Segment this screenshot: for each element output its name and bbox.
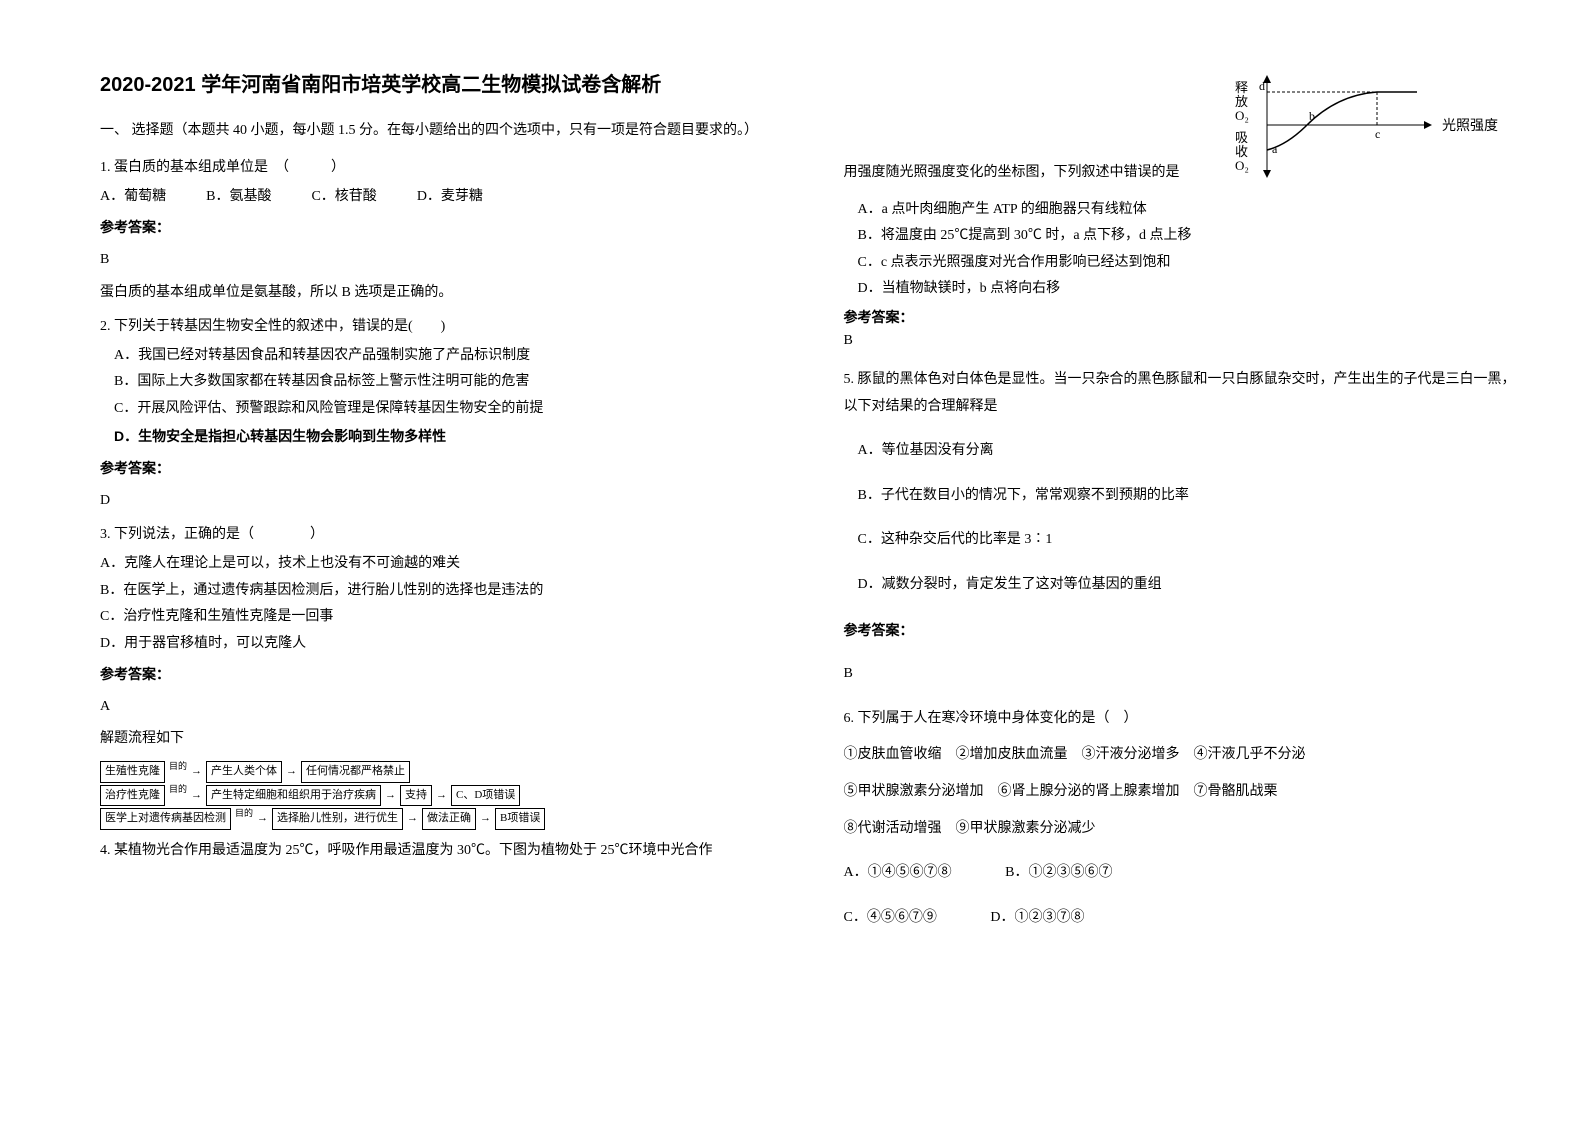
- q3-opt-b: B．在医学上，通过遗传病基因检测后，进行胎儿性别的选择也是违法的: [100, 578, 784, 605]
- q6-line1: ①皮肤血管收缩 ②增加皮肤血流量 ③汗液分泌增多 ④汗液几乎不分泌: [844, 742, 1528, 769]
- q5-opt-c: C．这种杂交后代的比率是 3∶1: [858, 527, 1528, 554]
- q3-opt-a: A．克隆人在理论上是可以，技术上也没有不可逾越的难关: [100, 551, 784, 578]
- fbox-3a: 医学上对遗传病基因检测: [100, 808, 231, 830]
- q2-ref-label: 参考答案：: [100, 455, 784, 482]
- flowchart-row-1: 生殖性克隆 目的 → 产生人类个体 → 任何情况都严格禁止: [100, 761, 784, 783]
- fbox-1b: 目的: [169, 759, 187, 773]
- q6-options-row2: C．④⑤⑥⑦⑨ D．①②③⑦⑧: [844, 905, 1528, 932]
- q4-opt-c: C．c 点表示光照强度对光合作用影响已经达到饱和: [858, 250, 1528, 277]
- q3-explain: 解题流程如下: [100, 726, 784, 753]
- section-heading: 一、 选择题（本题共 40 小题，每小题 1.5 分。在每小题给出的四个选项中，…: [100, 118, 784, 143]
- q4-opt-d: D．当植物缺镁时，b 点将向右移: [858, 276, 1528, 303]
- flowchart-row-3: 医学上对遗传病基因检测 目的 → 选择胎儿性别，进行优生 → 做法正确 → B项…: [100, 808, 784, 830]
- q5-answer: B: [844, 661, 1528, 688]
- q1-explain: 蛋白质的基本组成单位是氨基酸，所以 B 选项是正确的。: [100, 280, 784, 307]
- fbox-1a: 生殖性克隆: [100, 761, 165, 783]
- q6-opt-a: A．①④⑤⑥⑦⑧: [844, 860, 952, 887]
- arrow-icon: →: [385, 787, 396, 805]
- arrow-icon: →: [480, 810, 491, 828]
- arrow-icon: →: [407, 810, 418, 828]
- q2-opt-d: D．生物安全是指担心转基因生物会影响到生物多样性: [114, 428, 446, 444]
- q5-opt-a: A．等位基因没有分离: [858, 438, 1528, 465]
- question-1: 1. 蛋白质的基本组成单位是 （ ） A．葡萄糖 B．氨基酸 C．核苷酸 D．麦…: [100, 155, 784, 306]
- fbox-2d: 支持: [400, 785, 432, 807]
- q4-stem: 4. 某植物光合作用最适温度为 25℃，呼吸作用最适温度为 30℃。下图为植物处…: [100, 838, 784, 865]
- chart-ylabel-4: 吸: [1235, 130, 1248, 145]
- arrow-icon: →: [436, 787, 447, 805]
- q5-options: A．等位基因没有分离 B．子代在数目小的情况下，常常观察不到预期的比率 C．这种…: [844, 438, 1528, 598]
- q1-options: A．葡萄糖 B．氨基酸 C．核苷酸 D．麦芽糖: [100, 184, 784, 211]
- chart-point-a: a: [1272, 142, 1278, 156]
- question-5: 5. 豚鼠的黑体色对白体色是显性。当一只杂合的黑色豚鼠和一只白豚鼠杂交时，产生出…: [844, 367, 1528, 688]
- q2-stem: 2. 下列关于转基因生物安全性的叙述中，错误的是( ): [100, 314, 784, 341]
- q4-opt-b: B．将温度由 25℃提高到 30℃ 时，a 点下移，d 点上移: [858, 223, 1528, 250]
- chart-xlabel: 光照强度: [1442, 118, 1498, 134]
- fbox-3c: 选择胎儿性别，进行优生: [272, 808, 403, 830]
- light-intensity-chart: a b c d 释 放 O₂ 吸 收 O₂ 光照强度: [1227, 70, 1527, 180]
- q6-opt-b: B．①②③⑤⑥⑦: [1005, 860, 1112, 887]
- chart-ylabel-5: 收: [1235, 144, 1248, 159]
- q4-ref-label: 参考答案：: [844, 307, 1528, 327]
- fbox-2c: 产生特定细胞和组织用于治疗疾病: [206, 785, 381, 807]
- q3-answer: A: [100, 694, 784, 721]
- chart-point-c: c: [1375, 127, 1380, 141]
- q6-stem: 6. 下列属于人在寒冷环境中身体变化的是（ ）: [844, 706, 1528, 733]
- q1-opt-c: C．核苷酸: [311, 184, 376, 211]
- arrow-icon: →: [257, 810, 268, 828]
- arrow-icon: →: [286, 763, 297, 781]
- question-4-part1: 4. 某植物光合作用最适温度为 25℃，呼吸作用最适温度为 30℃。下图为植物处…: [100, 838, 784, 865]
- flowchart-row-2: 治疗性克隆 目的 → 产生特定细胞和组织用于治疗疾病 → 支持 → C、D项错误: [100, 785, 784, 807]
- fbox-1d: 任何情况都严格禁止: [301, 761, 410, 783]
- q6-options-row1: A．①④⑤⑥⑦⑧ B．①②③⑤⑥⑦: [844, 860, 1528, 887]
- q3-opt-d: D．用于器官移植时，可以克隆人: [100, 631, 784, 658]
- chart-point-d: d: [1259, 79, 1265, 93]
- q2-opt-c: C．开展风险评估、预警跟踪和风险管理是保障转基因生物安全的前提: [114, 396, 784, 423]
- q6-line2: ⑤甲状腺激素分泌增加 ⑥肾上腺分泌的肾上腺素增加 ⑦骨骼肌战栗: [844, 779, 1528, 806]
- fbox-side: C、D项错误: [451, 785, 520, 807]
- fbox-3b: 目的: [235, 806, 253, 820]
- fbox-2a: 治疗性克隆: [100, 785, 165, 807]
- question-3: 3. 下列说法，正确的是（ ） A．克隆人在理论上是可以，技术上也没有不可逾越的…: [100, 522, 784, 753]
- q4-answer: B: [844, 333, 1528, 349]
- q1-opt-d: D．麦芽糖: [417, 184, 483, 211]
- q6-opt-c: C．④⑤⑥⑦⑨: [844, 905, 937, 932]
- fbox-3e: B项错误: [495, 808, 545, 830]
- arrow-icon: →: [191, 763, 202, 781]
- q4-options: A．a 点叶肉细胞产生 ATP 的细胞器只有线粒体 B．将温度由 25℃提高到 …: [844, 197, 1528, 303]
- chart-ylabel-1: 释: [1235, 80, 1248, 95]
- question-6: 6. 下列属于人在寒冷环境中身体变化的是（ ） ①皮肤血管收缩 ②增加皮肤血流量…: [844, 706, 1528, 932]
- q1-opt-a: A．葡萄糖: [100, 184, 166, 211]
- q5-ref-label: 参考答案：: [844, 617, 1528, 644]
- q2-options: A．我国已经对转基因食品和转基因农产品强制实施了产品标识制度 B．国际上大多数国…: [100, 343, 784, 451]
- q4-opt-a: A．a 点叶肉细胞产生 ATP 的细胞器只有线粒体: [858, 197, 1528, 224]
- fbox-3d: 做法正确: [422, 808, 476, 830]
- q3-stem: 3. 下列说法，正确的是（ ）: [100, 522, 784, 549]
- q2-opt-a: A．我国已经对转基因食品和转基因农产品强制实施了产品标识制度: [114, 343, 784, 370]
- chart-ylabel-6: O₂: [1235, 158, 1249, 173]
- q1-ref-label: 参考答案：: [100, 214, 784, 241]
- q3-ref-label: 参考答案：: [100, 661, 784, 688]
- q3-options: A．克隆人在理论上是可以，技术上也没有不可逾越的难关 B．在医学上，通过遗传病基…: [100, 551, 784, 657]
- chart-ylabel-2: 放: [1235, 94, 1248, 109]
- q6-opt-d: D．①②③⑦⑧: [990, 905, 1084, 932]
- q1-answer: B: [100, 247, 784, 274]
- q3-opt-c: C．治疗性克隆和生殖性克隆是一回事: [100, 604, 784, 631]
- q5-stem: 5. 豚鼠的黑体色对白体色是显性。当一只杂合的黑色豚鼠和一只白豚鼠杂交时，产生出…: [844, 367, 1528, 420]
- question-2: 2. 下列关于转基因生物安全性的叙述中，错误的是( ) A．我国已经对转基因食品…: [100, 314, 784, 514]
- q1-stem: 1. 蛋白质的基本组成单位是 （ ）: [100, 155, 784, 182]
- page-title: 2020-2021 学年河南省南阳市培英学校高二生物模拟试卷含解析: [100, 70, 784, 100]
- q6-line3: ⑧代谢活动增强 ⑨甲状腺激素分泌减少: [844, 816, 1528, 843]
- fbox-2b: 目的: [169, 782, 187, 796]
- chart-point-b: b: [1309, 109, 1315, 123]
- flowchart: 生殖性克隆 目的 → 产生人类个体 → 任何情况都严格禁止 治疗性克隆 目的 →…: [100, 761, 784, 830]
- q2-opt-b: B．国际上大多数国家都在转基因食品标签上警示性注明可能的危害: [114, 369, 784, 396]
- q5-opt-d: D．减数分裂时，肯定发生了这对等位基因的重组: [858, 572, 1528, 599]
- arrow-icon: →: [191, 787, 202, 805]
- chart-ylabel-3: O₂: [1235, 108, 1249, 123]
- q2-answer: D: [100, 488, 784, 515]
- fbox-1c: 产生人类个体: [206, 761, 282, 783]
- q5-opt-b: B．子代在数目小的情况下，常常观察不到预期的比率: [858, 483, 1528, 510]
- q1-opt-b: B．氨基酸: [206, 184, 271, 211]
